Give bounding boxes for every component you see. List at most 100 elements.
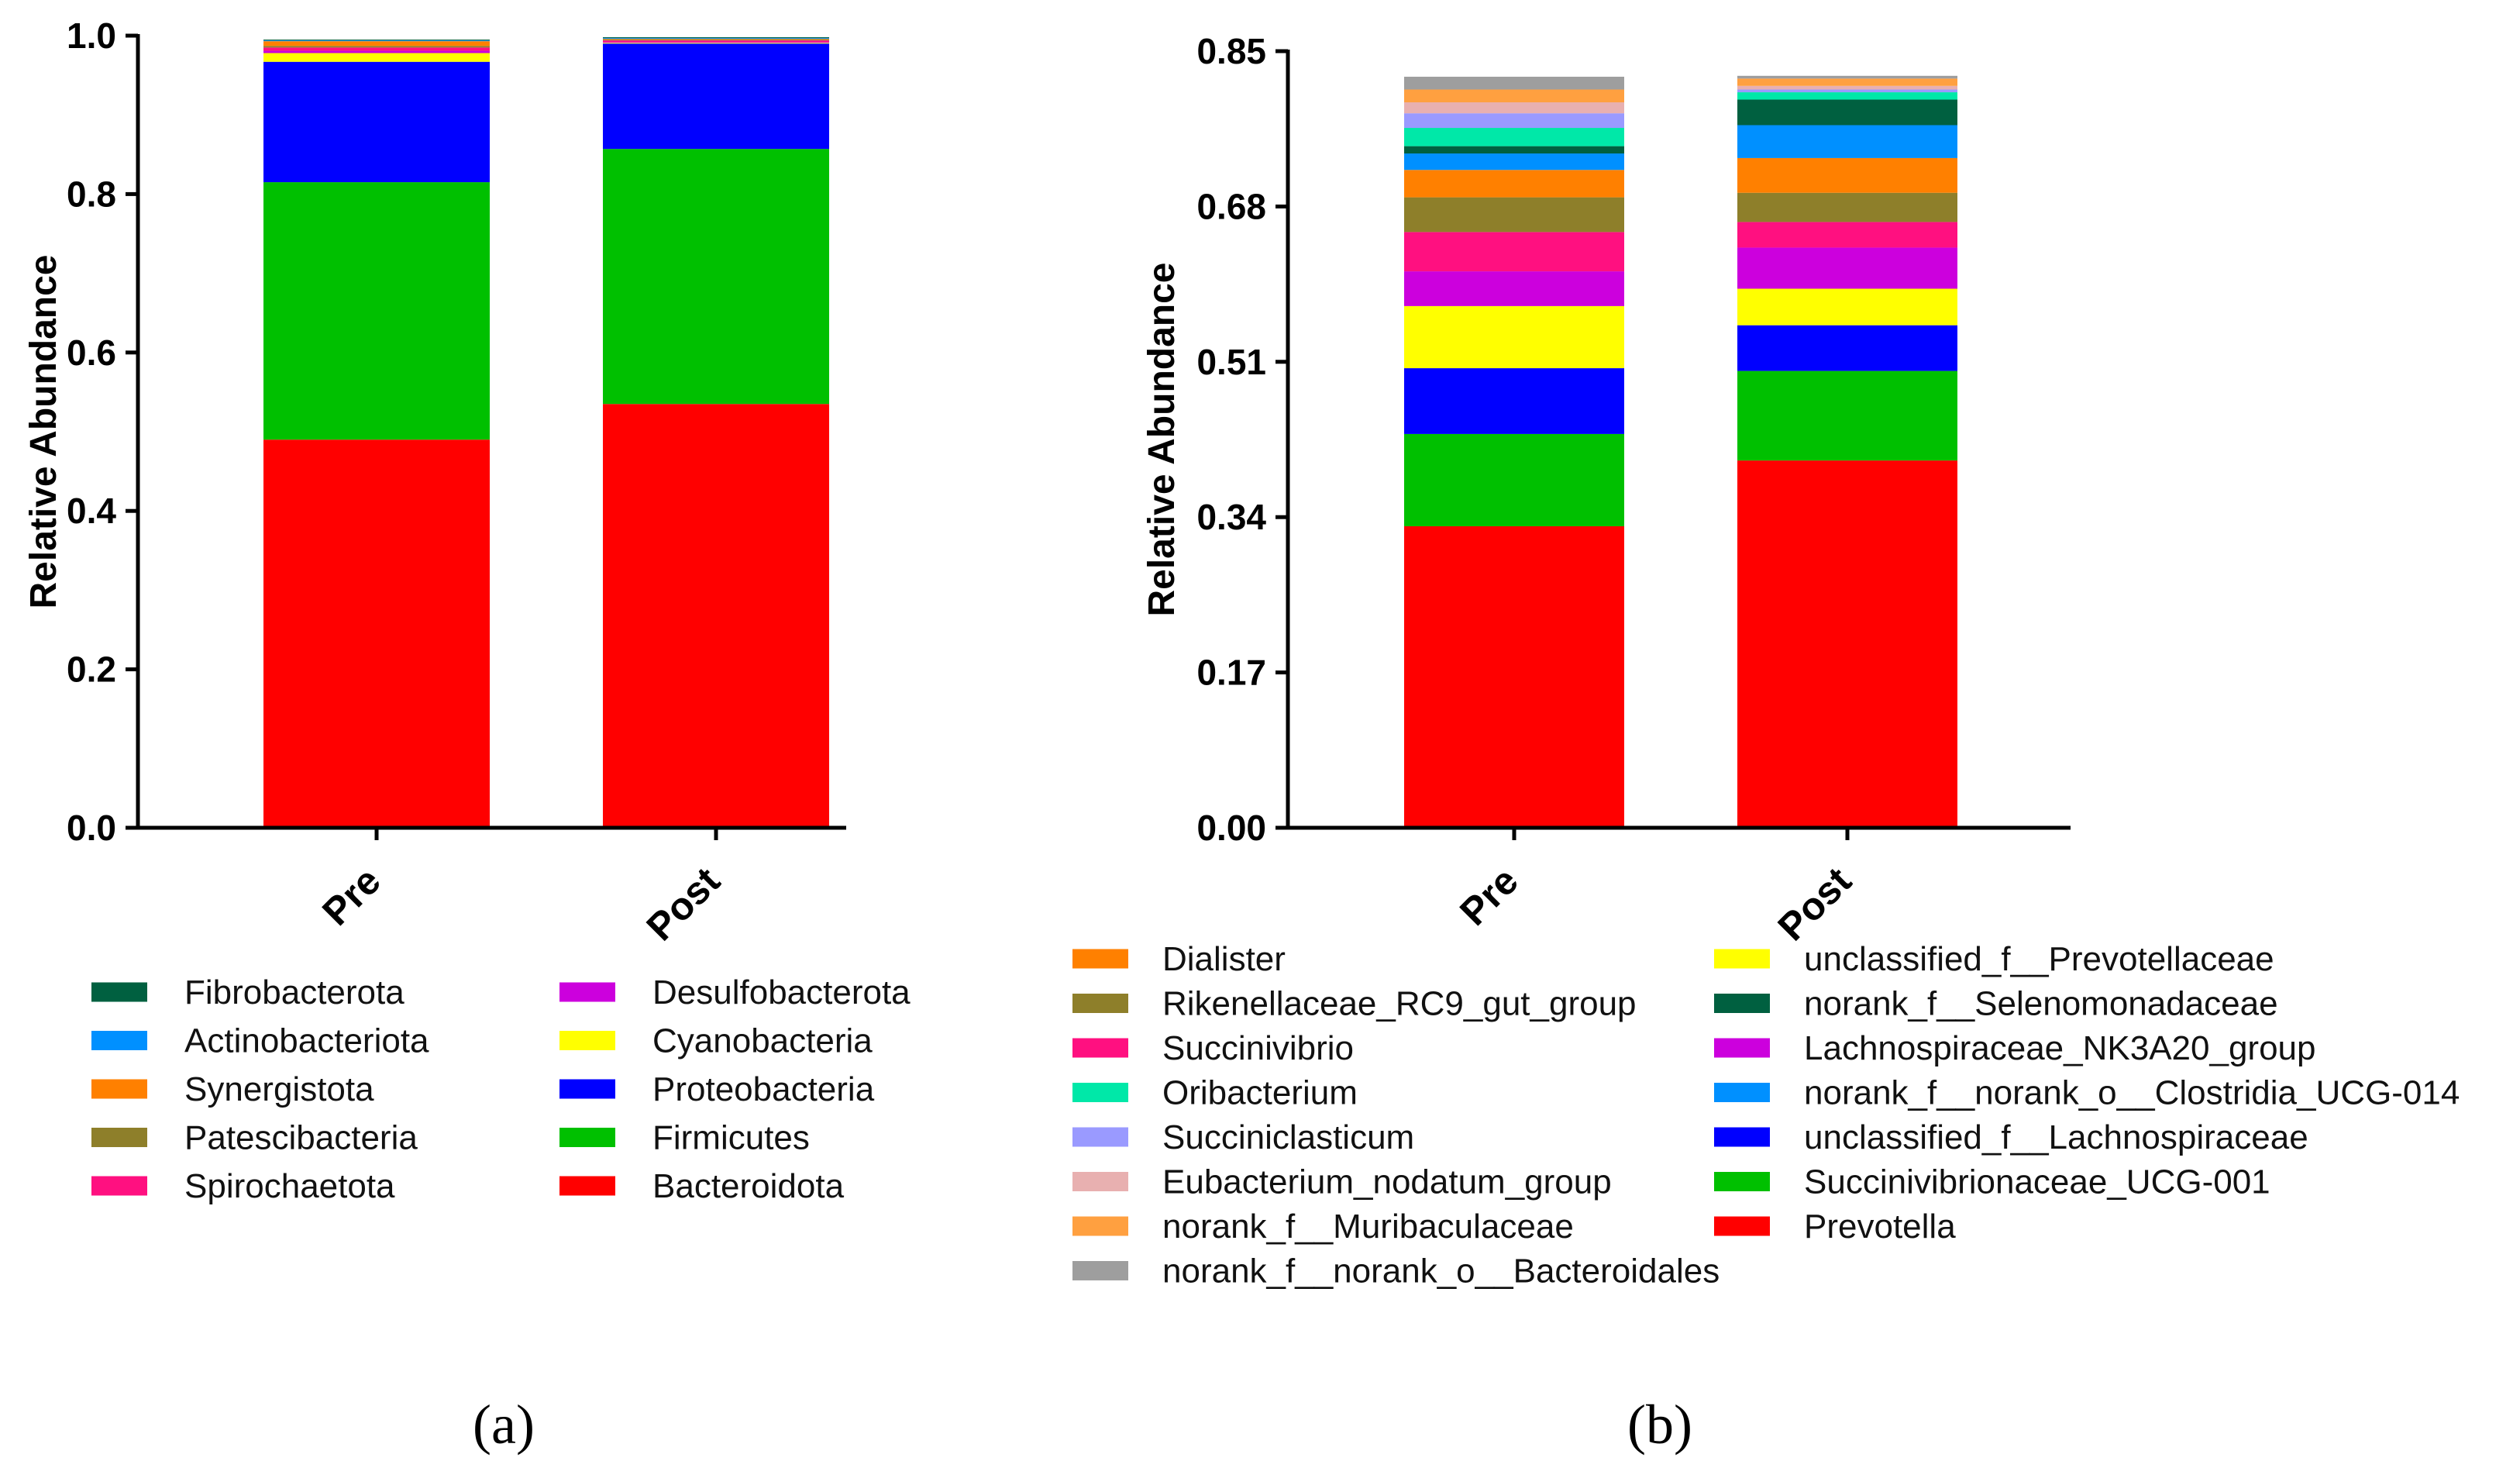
bar-segment-pre-succiniclasticum bbox=[1404, 113, 1624, 129]
legend-swatch-unclassified-f-prevotellaceae bbox=[1714, 949, 1770, 969]
bar-segment-pre-oribacterium bbox=[1404, 128, 1624, 146]
legend-label-rikenellaceae-rc9-gut-group: Rikenellaceae_RC9_gut_group bbox=[1162, 985, 1637, 1023]
legend-swatch-fibrobacterota bbox=[91, 982, 147, 1002]
y-tick-label: 0.8 bbox=[67, 174, 116, 214]
bar-segment-post-succiniclasticum bbox=[1737, 89, 1957, 93]
bar-segment-post-unclassified-f-lachnospiraceae bbox=[1737, 325, 1957, 371]
bar-segment-post-eubacterium-nodatum-group bbox=[1737, 85, 1957, 90]
legend-label-norank-f-norank-o-clostridia-ucg-014: norank_f__norank_o__Clostridia_UCG-014 bbox=[1804, 1074, 2460, 1112]
bar-segment-pre-bacteroidota bbox=[263, 439, 490, 828]
bar-segment-post-rikenellaceae-rc9-gut-group bbox=[1737, 192, 1957, 222]
legend-swatch-norank-f-norank-o-clostridia-ucg-014 bbox=[1714, 1083, 1770, 1102]
bar-segment-pre-spirochaetota bbox=[263, 47, 490, 51]
bar-segment-post-prevotella bbox=[1737, 460, 1957, 828]
y-tick-label: 0.4 bbox=[67, 491, 116, 531]
bar-segment-pre-rikenellaceae-rc9-gut-group bbox=[1404, 197, 1624, 233]
y-tick-label: 0.17 bbox=[1196, 653, 1266, 693]
legend-label-norank-f-muribaculaceae: norank_f__Muribaculaceae bbox=[1162, 1208, 1574, 1246]
y-axis-title: Relative Abundance bbox=[23, 254, 64, 608]
legend-label-cyanobacteria: Cyanobacteria bbox=[652, 1022, 873, 1060]
bar-segment-post-oribacterium bbox=[1737, 92, 1957, 100]
bar-segment-pre-unclassified-f-lachnospiraceae bbox=[1404, 368, 1624, 434]
legend-label-norank-f-selenomonadaceae: norank_f__Selenomonadaceae bbox=[1804, 985, 2278, 1023]
legend-label-fibrobacterota: Fibrobacterota bbox=[184, 973, 405, 1011]
legend-swatch-unclassified-f-lachnospiraceae bbox=[1714, 1127, 1770, 1147]
legend-label-synergistota: Synergistota bbox=[184, 1070, 374, 1108]
legend-swatch-patescibacteria bbox=[91, 1128, 147, 1147]
y-tick-label: 0.51 bbox=[1196, 342, 1266, 382]
bar-segment-post-dialister bbox=[1737, 157, 1957, 193]
legend-swatch-spirochaetota bbox=[91, 1176, 147, 1196]
bar-segment-post-norank-f-norank-o-clostridia-ucg-014 bbox=[1737, 125, 1957, 158]
legend-swatch-oribacterium bbox=[1072, 1083, 1128, 1102]
legend-label-dialister: Dialister bbox=[1162, 940, 1286, 978]
panel-label: (b) bbox=[1627, 1394, 1692, 1456]
legend-swatch-proteobacteria bbox=[559, 1079, 615, 1099]
bar-segment-post-firmicutes bbox=[603, 149, 829, 405]
legend-label-unclassified-f-prevotellaceae: unclassified_f__Prevotellaceae bbox=[1804, 940, 2274, 978]
bar-segment-post-bacteroidota bbox=[603, 404, 829, 828]
legend-label-succinivibrionaceae-ucg-001: Succinivibrionaceae_UCG-001 bbox=[1804, 1163, 2270, 1201]
legend-label-norank-f-norank-o-bacteroidales: norank_f__norank_o__Bacteroidales bbox=[1162, 1253, 1720, 1290]
x-tick-label-pre: Pre bbox=[1451, 859, 1527, 934]
bar-segment-post-proteobacteria bbox=[603, 43, 829, 150]
bar-segment-post-norank-f-norank-o-bacteroidales bbox=[1737, 75, 1957, 79]
legend-label-desulfobacterota: Desulfobacterota bbox=[652, 973, 911, 1011]
chart-panel-a: 0.0 0.2 0.4 0.6 0.8 1.0 Relative Abundance Pre P… bbox=[23, 16, 911, 1456]
legend-swatch-norank-f-muribaculaceae bbox=[1072, 1216, 1128, 1236]
bar-segment-pre-patescibacteria bbox=[263, 46, 490, 48]
bar-segment-pre-norank-f-selenomonadaceae bbox=[1404, 146, 1624, 154]
legend-swatch-norank-f-selenomonadaceae bbox=[1714, 994, 1770, 1013]
legend-label-patescibacteria: Patescibacteria bbox=[184, 1119, 418, 1157]
legend-label-unclassified-f-lachnospiraceae: unclassified_f__Lachnospiraceae bbox=[1804, 1118, 2308, 1156]
panel-label: (a) bbox=[473, 1394, 535, 1456]
y-tick-label: 0.0 bbox=[67, 808, 116, 848]
legend-label-actinobacteriota: Actinobacteriota bbox=[184, 1022, 429, 1060]
bar-segment-pre-succinivibrio bbox=[1404, 232, 1624, 272]
x-tick-label-post: Post bbox=[639, 859, 728, 949]
bar-segment-post-desulfobacterota bbox=[603, 42, 829, 43]
y-tick-label: 0.85 bbox=[1196, 31, 1266, 71]
bar-segment-post-synergistota bbox=[603, 39, 829, 40]
bar-segment-pre-firmicutes bbox=[263, 182, 490, 440]
legend-label-firmicutes: Firmicutes bbox=[652, 1119, 810, 1157]
legend-swatch-firmicutes bbox=[559, 1128, 615, 1147]
bar-segment-pre-lachnospiraceae-nk3a20-group bbox=[1404, 271, 1624, 306]
bar-segment-post-succinivibrio bbox=[1737, 222, 1957, 248]
legend-label-bacteroidota: Bacteroidota bbox=[652, 1167, 845, 1205]
y-tick-label: 0.6 bbox=[67, 333, 116, 373]
legend-label-succiniclasticum: Succiniclasticum bbox=[1162, 1118, 1414, 1156]
bar-segment-post-norank-f-muribaculaceae bbox=[1737, 78, 1957, 86]
legend-swatch-eubacterium-nodatum-group bbox=[1072, 1172, 1128, 1191]
bar-segment-post-spirochaetota bbox=[603, 40, 829, 43]
bar-segment-pre-norank-f-norank-o-clostridia-ucg-014 bbox=[1404, 153, 1624, 171]
bar-segment-post-norank-f-selenomonadaceae bbox=[1737, 99, 1957, 126]
bar-segment-pre-norank-f-muribaculaceae bbox=[1404, 89, 1624, 103]
legend-swatch-actinobacteriota bbox=[91, 1031, 147, 1050]
legend-swatch-dialister bbox=[1072, 949, 1128, 969]
bar-segment-post-fibrobacterota bbox=[603, 37, 829, 39]
legend-label-succinivibrio: Succinivibrio bbox=[1162, 1029, 1354, 1067]
legend-swatch-synergistota bbox=[91, 1079, 147, 1099]
legend-label-proteobacteria: Proteobacteria bbox=[652, 1070, 875, 1108]
y-tick-label: 0.34 bbox=[1196, 497, 1266, 537]
bar-segment-post-unclassified-f-prevotellaceae bbox=[1737, 288, 1957, 326]
legend-swatch-lachnospiraceae-nk3a20-group bbox=[1714, 1038, 1770, 1058]
bar-segment-pre-succinivibrionaceae-ucg-001 bbox=[1404, 433, 1624, 526]
legend-label-lachnospiraceae-nk3a20-group: Lachnospiraceae_NK3A20_group bbox=[1804, 1029, 2316, 1067]
bar-segment-post-actinobacteriota bbox=[603, 38, 829, 40]
bar-segment-pre-dialister bbox=[1404, 170, 1624, 198]
x-tick-label-post: Post bbox=[1770, 859, 1860, 949]
bar-segment-pre-synergistota bbox=[263, 41, 490, 47]
legend-swatch-succiniclasticum bbox=[1072, 1127, 1128, 1147]
bar-segment-pre-proteobacteria bbox=[263, 61, 490, 183]
legend-label-eubacterium-nodatum-group: Eubacterium_nodatum_group bbox=[1162, 1163, 1612, 1201]
bar-segment-pre-norank-f-norank-o-bacteroidales bbox=[1404, 77, 1624, 90]
bar-segment-pre-prevotella bbox=[1404, 525, 1624, 828]
chart-panel-b: 0.00 0.17 0.34 0.51 0.68 0.85 Relative Abundan… bbox=[1072, 31, 2460, 1456]
bar-segment-pre-unclassified-f-prevotellaceae bbox=[1404, 305, 1624, 369]
legend-swatch-bacteroidota bbox=[559, 1176, 615, 1196]
y-tick-label: 0.68 bbox=[1196, 186, 1266, 226]
bar-segment-pre-cyanobacteria bbox=[263, 53, 490, 62]
